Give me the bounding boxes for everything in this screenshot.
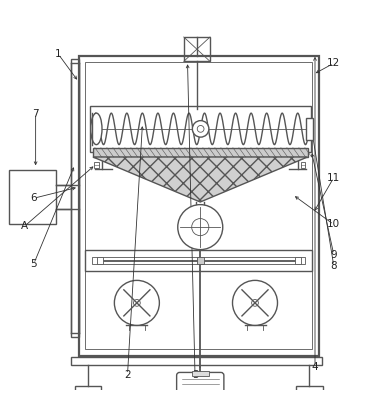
- Text: 11: 11: [327, 173, 340, 183]
- Text: 7: 7: [32, 109, 39, 119]
- Bar: [86, 63, 312, 349]
- Bar: [90, 105, 311, 152]
- Bar: [306, 118, 313, 140]
- Bar: [9, 170, 56, 225]
- Bar: [93, 147, 308, 157]
- Text: 4: 4: [312, 362, 318, 372]
- Bar: [295, 257, 301, 265]
- Text: 2: 2: [124, 370, 131, 379]
- Bar: [70, 59, 79, 337]
- Bar: [94, 162, 99, 168]
- Text: 6: 6: [30, 193, 37, 203]
- Text: 9: 9: [330, 250, 337, 259]
- Circle shape: [232, 280, 278, 325]
- Bar: [301, 162, 305, 168]
- Bar: [92, 257, 305, 264]
- FancyBboxPatch shape: [177, 372, 224, 404]
- Text: 8: 8: [330, 261, 337, 271]
- Ellipse shape: [91, 113, 102, 145]
- Bar: [75, 386, 101, 393]
- Polygon shape: [93, 157, 308, 202]
- Text: 12: 12: [327, 58, 340, 68]
- Text: 5: 5: [30, 259, 37, 269]
- Text: 3: 3: [192, 370, 198, 379]
- Circle shape: [192, 121, 209, 137]
- Bar: [86, 250, 312, 271]
- Bar: [192, 371, 208, 376]
- Text: 1: 1: [55, 49, 62, 59]
- Bar: [184, 37, 210, 61]
- Bar: [197, 257, 204, 265]
- Bar: [97, 257, 103, 265]
- Text: A: A: [21, 221, 28, 231]
- Circle shape: [114, 280, 159, 325]
- Bar: [79, 56, 319, 356]
- Circle shape: [178, 204, 223, 250]
- Bar: [296, 386, 322, 393]
- Text: 10: 10: [327, 219, 340, 229]
- Bar: [70, 357, 322, 365]
